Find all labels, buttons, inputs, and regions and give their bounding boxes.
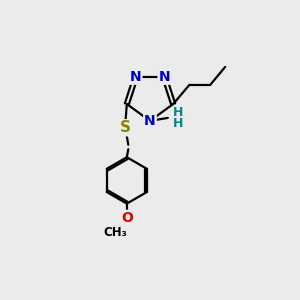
Text: N: N [130, 70, 142, 84]
Text: H: H [173, 117, 183, 130]
Text: S: S [120, 120, 131, 135]
Text: O: O [121, 211, 133, 225]
Text: N: N [158, 70, 170, 84]
Text: CH₃: CH₃ [104, 226, 128, 239]
Text: N: N [144, 114, 156, 128]
Text: H: H [173, 106, 183, 119]
